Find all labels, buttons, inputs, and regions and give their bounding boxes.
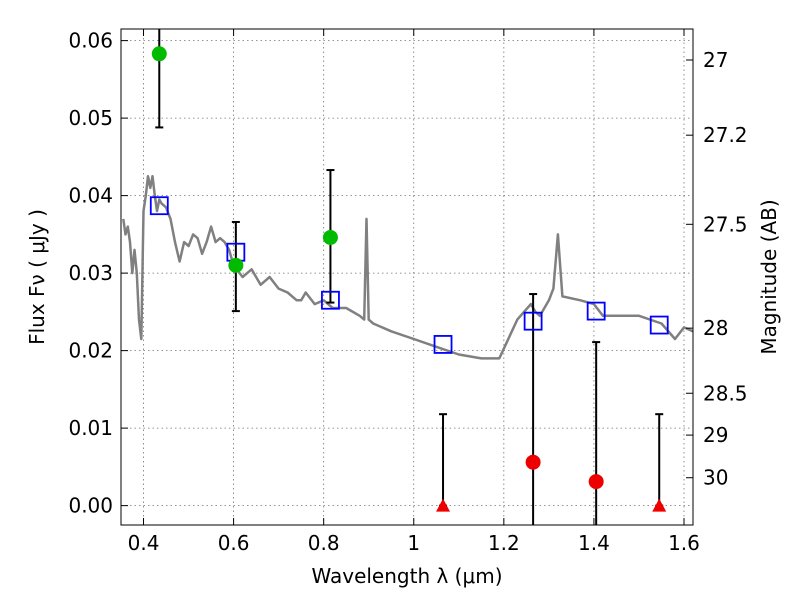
- y-tick-label: 0.04: [68, 184, 113, 208]
- x-tick-label: 0.6: [218, 531, 250, 555]
- y2-tick-label: 29: [703, 423, 728, 447]
- y2-tick-label: 27.5: [703, 212, 748, 236]
- model-point-square: [523, 311, 543, 331]
- y-tick-label: 0.00: [68, 494, 113, 518]
- x-tick-label: 1.2: [488, 531, 520, 555]
- detection-point: [322, 229, 338, 245]
- model-point-square: [321, 290, 340, 310]
- x-tick-label: 1.6: [668, 531, 700, 555]
- grid-layer: [121, 29, 693, 525]
- y2-tick-label: 27.2: [703, 123, 748, 147]
- model-point-square: [586, 301, 606, 321]
- y-axis-label: Flux Fν ( μJy ): [25, 209, 49, 345]
- y-tick-label: 0.05: [68, 106, 113, 130]
- detection-point: [151, 46, 167, 62]
- model-point-square: [649, 315, 669, 335]
- detection-point: [228, 257, 244, 273]
- upper-limit-triangle: [436, 498, 451, 512]
- nondetection-point: [525, 454, 541, 470]
- y2-tick-label: 30: [703, 466, 728, 490]
- axis-layer: 0.4 0.6 0.8 1 1.2 1.4 1.6 0.00 0.01 0.02 0.03 0.04 0…: [68, 29, 747, 555]
- y2-axis-label: Magnitude (AB): [757, 199, 781, 354]
- model-point-square: [433, 335, 453, 354]
- template-spectrum-line: [122, 174, 693, 360]
- x-tick-label: 1: [407, 531, 420, 555]
- model-point-square: [149, 196, 169, 216]
- x-axis-label: Wavelength λ (μm): [311, 564, 502, 588]
- x-tick-label: 1.4: [578, 531, 610, 555]
- y2-tick-label: 28.5: [703, 381, 748, 405]
- y-tick-label: 0.02: [68, 339, 113, 363]
- upper-limit-triangle: [652, 498, 667, 512]
- nondetection-point: [588, 474, 604, 490]
- y-tick-label: 0.06: [68, 29, 113, 53]
- y2-tick-label: 27: [703, 48, 728, 72]
- y-tick-label: 0.01: [68, 416, 113, 440]
- x-tick-label: 0.8: [308, 531, 340, 555]
- plot-frame: [120, 28, 694, 526]
- x-tick-label: 0.4: [128, 531, 160, 555]
- y2-tick-label: 28: [703, 316, 728, 340]
- series-layer: [122, 29, 693, 525]
- y-tick-label: 0.03: [68, 261, 113, 285]
